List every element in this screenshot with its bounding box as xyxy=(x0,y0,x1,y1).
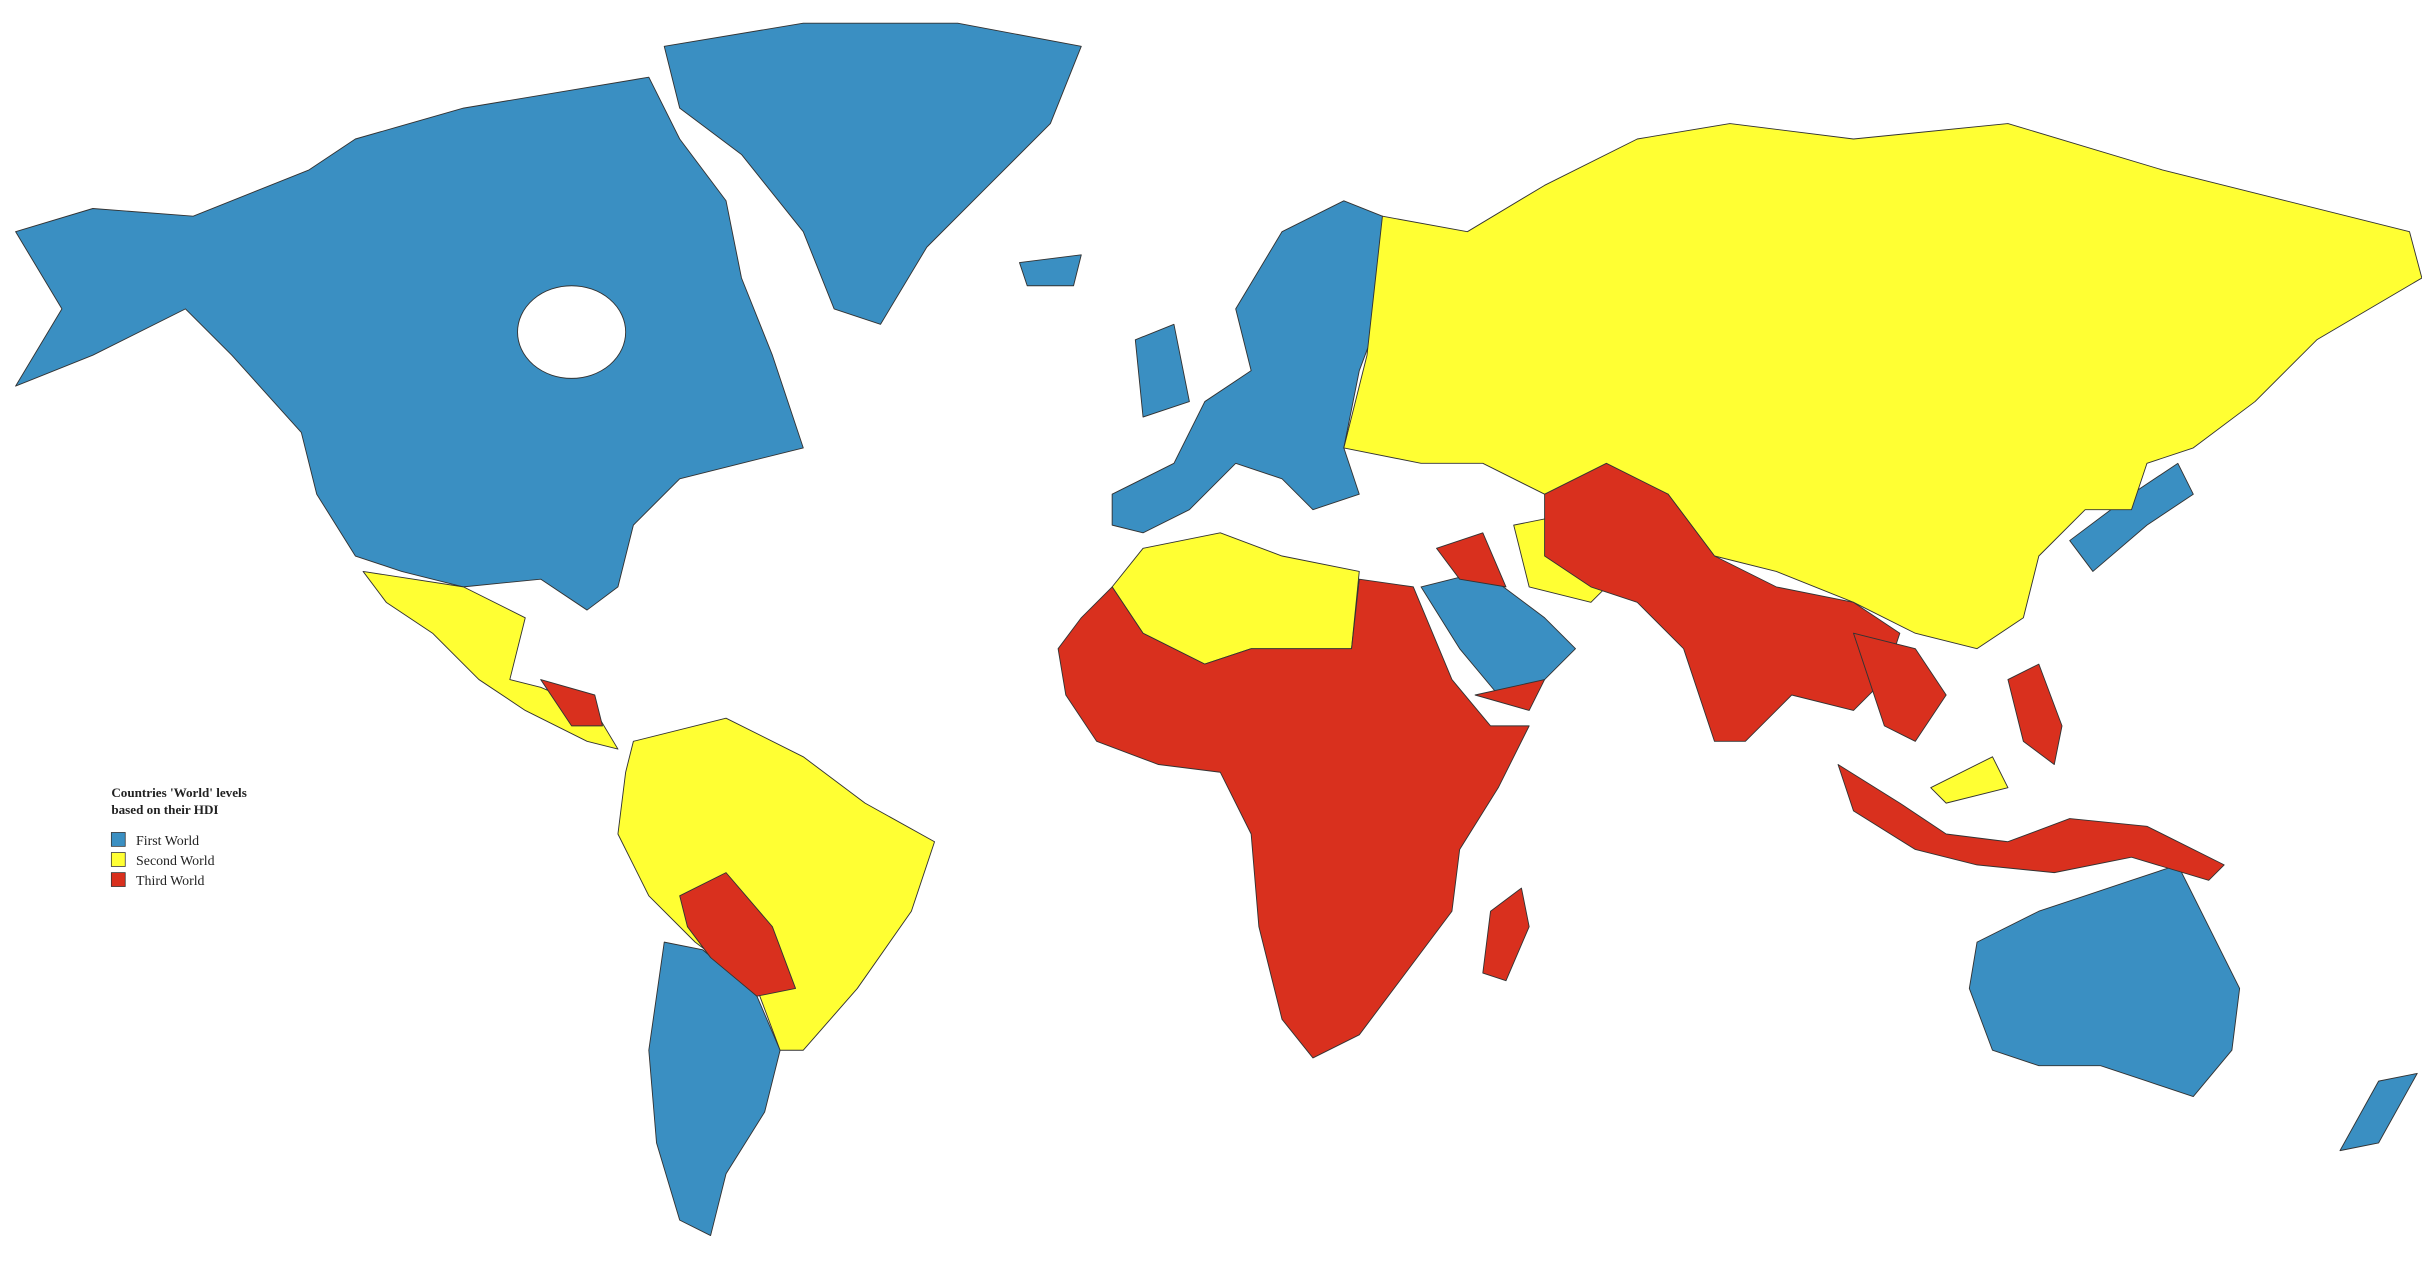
europe xyxy=(1111,200,1383,534)
africa xyxy=(1057,578,1530,1059)
bolivia xyxy=(679,872,797,997)
south-america xyxy=(617,717,936,1051)
new-zealand xyxy=(2339,1072,2418,1152)
malaysia xyxy=(1930,756,2009,804)
philippines xyxy=(2007,663,2063,765)
yemen xyxy=(1474,679,1546,711)
iceland xyxy=(1019,254,1082,287)
north-america xyxy=(15,76,804,611)
mexico xyxy=(362,570,619,750)
southeast-asia xyxy=(1853,632,1947,742)
legend: Countries 'World' levels based on their … xyxy=(110,785,247,889)
legend-title: based on their HDI xyxy=(111,802,218,817)
legend-label: Third World xyxy=(136,874,205,889)
madagascar xyxy=(1482,887,1530,982)
british-isles xyxy=(1134,323,1190,418)
central-america xyxy=(540,679,603,727)
south-asia xyxy=(1544,462,1901,742)
levant xyxy=(1436,532,1507,588)
land-masses xyxy=(15,22,2422,1237)
legend-label: Second World xyxy=(136,854,215,869)
indonesia xyxy=(1837,764,2225,881)
hudson-bay xyxy=(517,285,627,379)
legend-label: First World xyxy=(136,834,199,849)
australia xyxy=(1968,864,2241,1098)
legend-swatch xyxy=(110,832,126,847)
greenland xyxy=(663,22,1082,325)
eurasia xyxy=(1343,123,2422,650)
legend-title: Countries 'World' levels xyxy=(111,785,246,800)
legend-swatch xyxy=(110,852,126,867)
legend-swatch xyxy=(110,872,126,887)
